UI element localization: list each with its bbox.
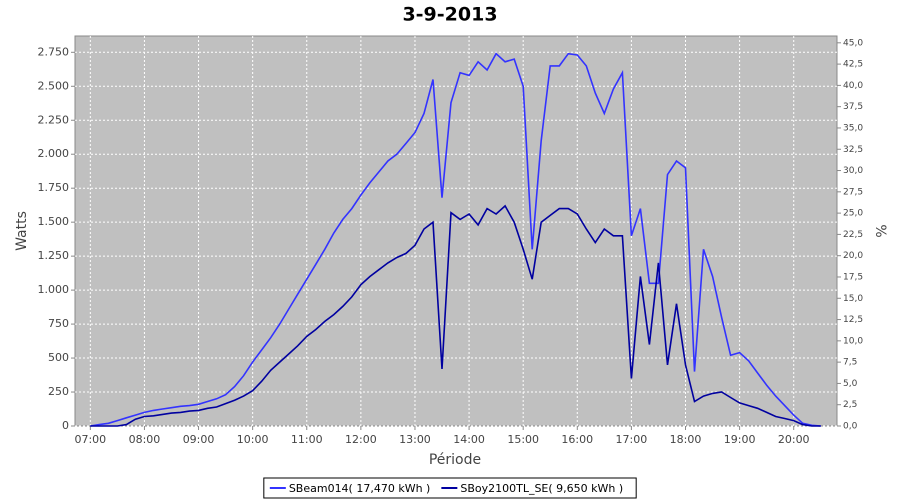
y-tick-label: 1.500 [38,215,70,228]
y2-tick-label: 22,5 [843,230,863,240]
x-tick-label: 18:00 [670,433,702,446]
y2-tick-label: 45,0 [843,38,863,48]
y2-tick-label: 15,0 [843,294,863,304]
x-tick-label: 19:00 [724,433,756,446]
y2-tick-label: 25,0 [843,209,863,219]
y2-tick-label: 40,0 [843,81,863,91]
y2-tick-label: 12,5 [843,315,863,325]
y2-tick-label: 27,5 [843,187,863,197]
chart-title: 3-9-2013 [402,4,497,26]
y-tick-label: 1.750 [38,181,70,194]
x-tick-label: 16:00 [561,433,593,446]
y-tick-label: 2.750 [38,45,70,58]
y2-tick-label: 17,5 [843,272,863,282]
y-axis-label: Watts [14,211,30,251]
y-tick-label: 0 [62,419,69,432]
y2-tick-label: 35,0 [843,123,863,133]
y-tick-label: 500 [48,351,69,364]
series-line [90,52,821,427]
x-tick-label: 15:00 [507,433,539,446]
y2-tick-label: 30,0 [843,166,863,176]
series-line [90,204,821,427]
y-tick-label: 1.000 [38,283,70,296]
legend: SBeam014( 17,470 kWh ) SBoy2100TL_SE( 9,6… [263,477,637,499]
y2-tick-label: 32,5 [843,145,863,155]
x-tick-label: 14:00 [453,433,485,446]
legend-label: SBeam014( 17,470 kWh ) [289,482,431,495]
x-tick-label: 08:00 [129,433,161,446]
x-tick-label: 07:00 [74,433,106,446]
x-tick-label: 09:00 [183,433,215,446]
y2-tick-label: 20,0 [843,251,863,261]
y2-tick-label: 10,0 [843,336,863,346]
y2-tick-label: 37,5 [843,102,863,112]
y-tick-label: 2.250 [38,113,70,126]
y2-axis-label: % [872,224,888,237]
y2-tick-label: 2,5 [843,400,857,410]
x-tick-label: 20:00 [778,433,810,446]
legend-label: SBoy2100TL_SE( 9,650 kWh ) [460,482,623,495]
y-tick-label: 250 [48,385,69,398]
y2-tick-label: 0,0 [843,422,858,432]
y2-tick-label: 5,0 [843,379,858,389]
y2-tick-label: 42,5 [843,60,863,70]
y-tick-label: 2.500 [38,79,70,92]
x-axis-label: Période [429,452,481,468]
x-tick-label: 11:00 [291,433,323,446]
x-tick-label: 13:00 [399,433,431,446]
y2-tick-label: 7,5 [843,358,857,368]
x-tick-label: 10:00 [237,433,269,446]
x-tick-label: 17:00 [616,433,648,446]
y-tick-label: 750 [48,317,69,330]
plot-area [74,35,838,427]
y-tick-label: 1.250 [38,249,70,262]
y-tick-label: 2.000 [38,147,70,160]
x-tick-label: 12:00 [345,433,377,446]
